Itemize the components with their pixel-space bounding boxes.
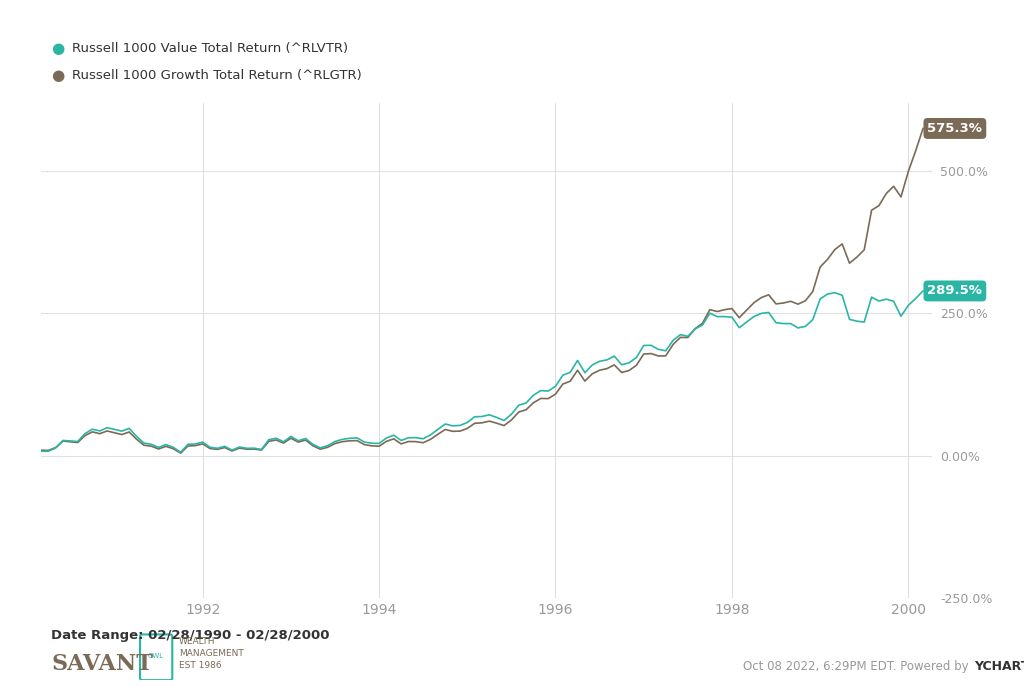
Text: SAVANT: SAVANT [51, 653, 153, 675]
Text: Russell 1000 Growth Total Return (^RLGTR): Russell 1000 Growth Total Return (^RLGTR… [72, 69, 361, 82]
Text: Date Range: 02/28/1990 - 02/28/2000: Date Range: 02/28/1990 - 02/28/2000 [51, 629, 330, 642]
Text: Oct 08 2022, 6:29PM EDT. Powered by: Oct 08 2022, 6:29PM EDT. Powered by [743, 660, 973, 673]
Text: ●: ● [51, 41, 65, 56]
Text: 575.3%: 575.3% [928, 122, 982, 135]
Text: Russell 1000 Value Total Return (^RLVTR): Russell 1000 Value Total Return (^RLVTR) [72, 42, 348, 54]
Text: 289.5%: 289.5% [928, 284, 982, 297]
Text: YCHARTS: YCHARTS [974, 660, 1024, 673]
Text: OWL: OWL [148, 653, 164, 659]
Text: ●: ● [51, 68, 65, 83]
Text: WEALTH
MANAGEMENT
EST 1986: WEALTH MANAGEMENT EST 1986 [179, 637, 244, 670]
